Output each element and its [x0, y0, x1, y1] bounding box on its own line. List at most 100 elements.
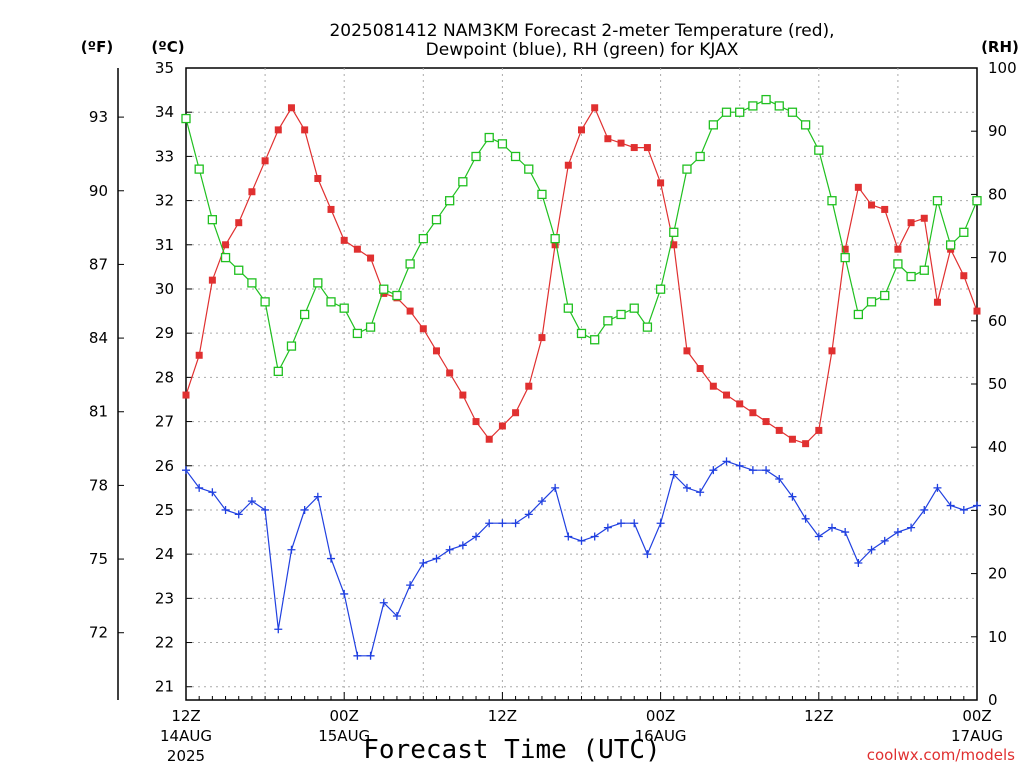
fahrenheit-tick-label: 84 [89, 329, 108, 347]
temperature-point [195, 351, 203, 359]
temperature-point [459, 391, 467, 399]
x-tick-time-label: 00Z [330, 707, 359, 725]
temperature-point [564, 161, 572, 169]
x-tick-time-label: 12Z [804, 707, 833, 725]
rh-point [919, 265, 929, 275]
rh-tick-label: 40 [988, 438, 1007, 456]
rh-point [352, 328, 363, 339]
temperature-point [696, 365, 704, 373]
grid-lines [186, 68, 977, 700]
temperature-point [432, 347, 440, 355]
rh-point [260, 297, 270, 307]
rh-point [748, 101, 758, 111]
dewpoint-point [643, 550, 652, 559]
rh-point [550, 233, 560, 244]
temperature-point [578, 126, 585, 134]
series-group [181, 94, 982, 660]
rh-point [774, 101, 784, 111]
rh-tick-label: 10 [988, 628, 1007, 646]
temperature-point [406, 307, 414, 315]
temperature-point [868, 201, 876, 209]
rh-point [972, 196, 982, 206]
temperature-point [208, 276, 216, 284]
celsius-tick-label: 33 [155, 147, 174, 165]
dewpoint-point [445, 545, 454, 554]
rh-point [207, 215, 218, 225]
rh-point [827, 196, 837, 206]
rh-point [880, 290, 890, 301]
dewpoint-point [603, 523, 612, 532]
credit-link[interactable]: coolwx.com/models [867, 746, 1015, 764]
chart-title-line1: 2025081412 NAM3KM Forecast 2-meter Tempe… [329, 21, 834, 41]
dewpoint-point [854, 558, 863, 567]
plot-frame [185, 67, 978, 701]
rh-tick-label: 90 [988, 122, 1007, 140]
dewpoint-point [748, 466, 757, 475]
temperature-point [538, 334, 546, 342]
temperature-point [828, 347, 836, 355]
rh-point [563, 303, 573, 313]
x-tick-date-label: 17AUG [951, 727, 1003, 745]
rh-point [669, 227, 679, 237]
temperature-point [749, 409, 757, 417]
dewpoint-point [788, 492, 797, 501]
dewpoint-point [392, 612, 401, 621]
rh-point [510, 151, 521, 162]
rh-point [458, 177, 468, 187]
temperature-point [525, 382, 533, 390]
rh-point [906, 271, 916, 282]
x-tick-time-label: 00Z [962, 707, 991, 725]
temperature-point [920, 214, 928, 222]
dewpoint-point [933, 483, 942, 492]
dewpoint-point [234, 510, 243, 519]
temperature-point [802, 440, 810, 448]
rh-point [721, 107, 732, 117]
temperature-point [274, 126, 282, 134]
rh-tick-label: 70 [988, 249, 1007, 267]
celsius-tick-label: 21 [155, 678, 174, 696]
rh-tick-label: 80 [988, 185, 1007, 203]
fahrenheit-tick-label: 78 [89, 476, 108, 494]
rh-point [392, 290, 402, 301]
rh-point [326, 297, 336, 307]
rh-tick-label: 20 [988, 565, 1007, 583]
rh-point [893, 259, 903, 269]
temperature-point [775, 426, 783, 434]
temperature-point [933, 298, 941, 306]
temperature-point [498, 422, 506, 430]
dewpoint-point [221, 505, 230, 514]
dewpoint-point [458, 541, 467, 550]
dewpoint-point [682, 483, 691, 492]
rh-point [866, 297, 877, 307]
x-tick-year-label: 2025 [167, 747, 205, 765]
dewpoint-point [590, 532, 599, 541]
rh-point [365, 322, 376, 332]
dewpoint-point [340, 589, 349, 598]
dewpoint-point [656, 519, 665, 528]
rh-point [853, 309, 863, 320]
temperature-point [591, 104, 599, 112]
celsius-tick-label: 32 [155, 192, 174, 210]
temperature-point [788, 435, 796, 443]
rh-point [603, 316, 613, 326]
dewpoint-point [841, 528, 850, 537]
dewpoint-point [498, 519, 507, 528]
dewpoint-point [406, 581, 415, 590]
temperature-point [643, 144, 651, 152]
rh-point [800, 120, 811, 130]
temperature-point [683, 347, 691, 355]
rh-point [405, 259, 415, 269]
dewpoint-point [577, 536, 586, 545]
temperature-point [881, 205, 889, 213]
celsius-tick-label: 31 [155, 236, 174, 254]
dewpoint-point [973, 501, 981, 510]
rh-point [379, 284, 389, 294]
dewpoint-point [762, 466, 771, 475]
x-axis-label: Forecast Time (UTC) [363, 735, 660, 765]
rh-point [616, 309, 626, 320]
fahrenheit-tick-label: 72 [89, 624, 108, 642]
temperature-point [472, 418, 480, 426]
fahrenheit-tick-label: 87 [89, 255, 108, 273]
temperature-point [736, 400, 744, 408]
